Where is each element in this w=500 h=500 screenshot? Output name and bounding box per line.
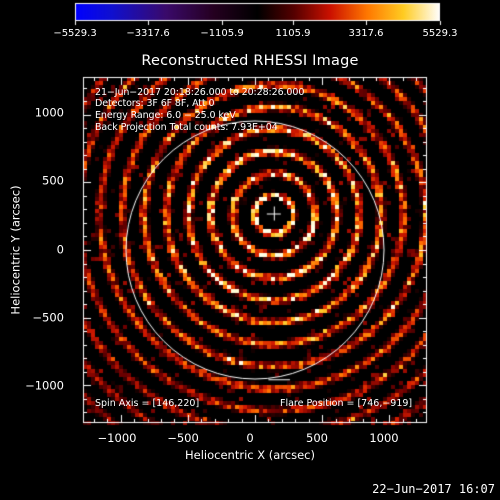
- detectors-annotation: Detectors: 3F 6F 8F, Att 0: [95, 98, 215, 109]
- colorbar-tick-label: 3317.6: [348, 28, 384, 39]
- x-axis-label: Heliocentric X (arcsec): [185, 448, 315, 462]
- x-tick-label: 1000: [369, 431, 399, 445]
- colorbar-tick-label: −5529.3: [53, 28, 97, 39]
- colorbar-tick-label: 5529.3: [422, 28, 458, 39]
- energy-range-annotation: Energy Range: 6.0 − 25.0 keV: [95, 110, 236, 121]
- x-tick-label: −1000: [97, 431, 137, 445]
- method-counts-annotation: Back Projection Total counts: 7.93E+04: [95, 122, 278, 133]
- time-range-annotation: 21−Jun−2017 20:18:26.000 to 20:28:26.000: [95, 87, 305, 98]
- x-tick-label: 500: [306, 431, 328, 445]
- spin-axis-annotation: Spin Axis = [146,220]: [95, 398, 200, 409]
- y-tick-label: −1000: [25, 378, 64, 393]
- y-tick-label: 1000: [34, 105, 64, 120]
- colorbar-tick-label: −3317.6: [126, 28, 170, 39]
- y-tick-label: 500: [42, 173, 64, 188]
- y-tick-label: −500: [32, 310, 64, 325]
- x-tick-label: 0: [246, 431, 254, 445]
- colorbar-tick-label: 1105.9: [275, 28, 311, 39]
- y-tick-label: 0: [56, 242, 64, 257]
- flare-position-annotation: Flare Position = [746,−919]: [280, 398, 413, 409]
- x-tick-label: −500: [167, 431, 199, 445]
- timestamp: 22−Jun−2017 16:07: [372, 482, 495, 496]
- y-axis-label: Heliocentric Y (arcsec): [8, 185, 23, 315]
- colorbar-tick-label: −1105.9: [200, 28, 244, 39]
- plot-title: Reconstructed RHESSI Image: [141, 53, 359, 69]
